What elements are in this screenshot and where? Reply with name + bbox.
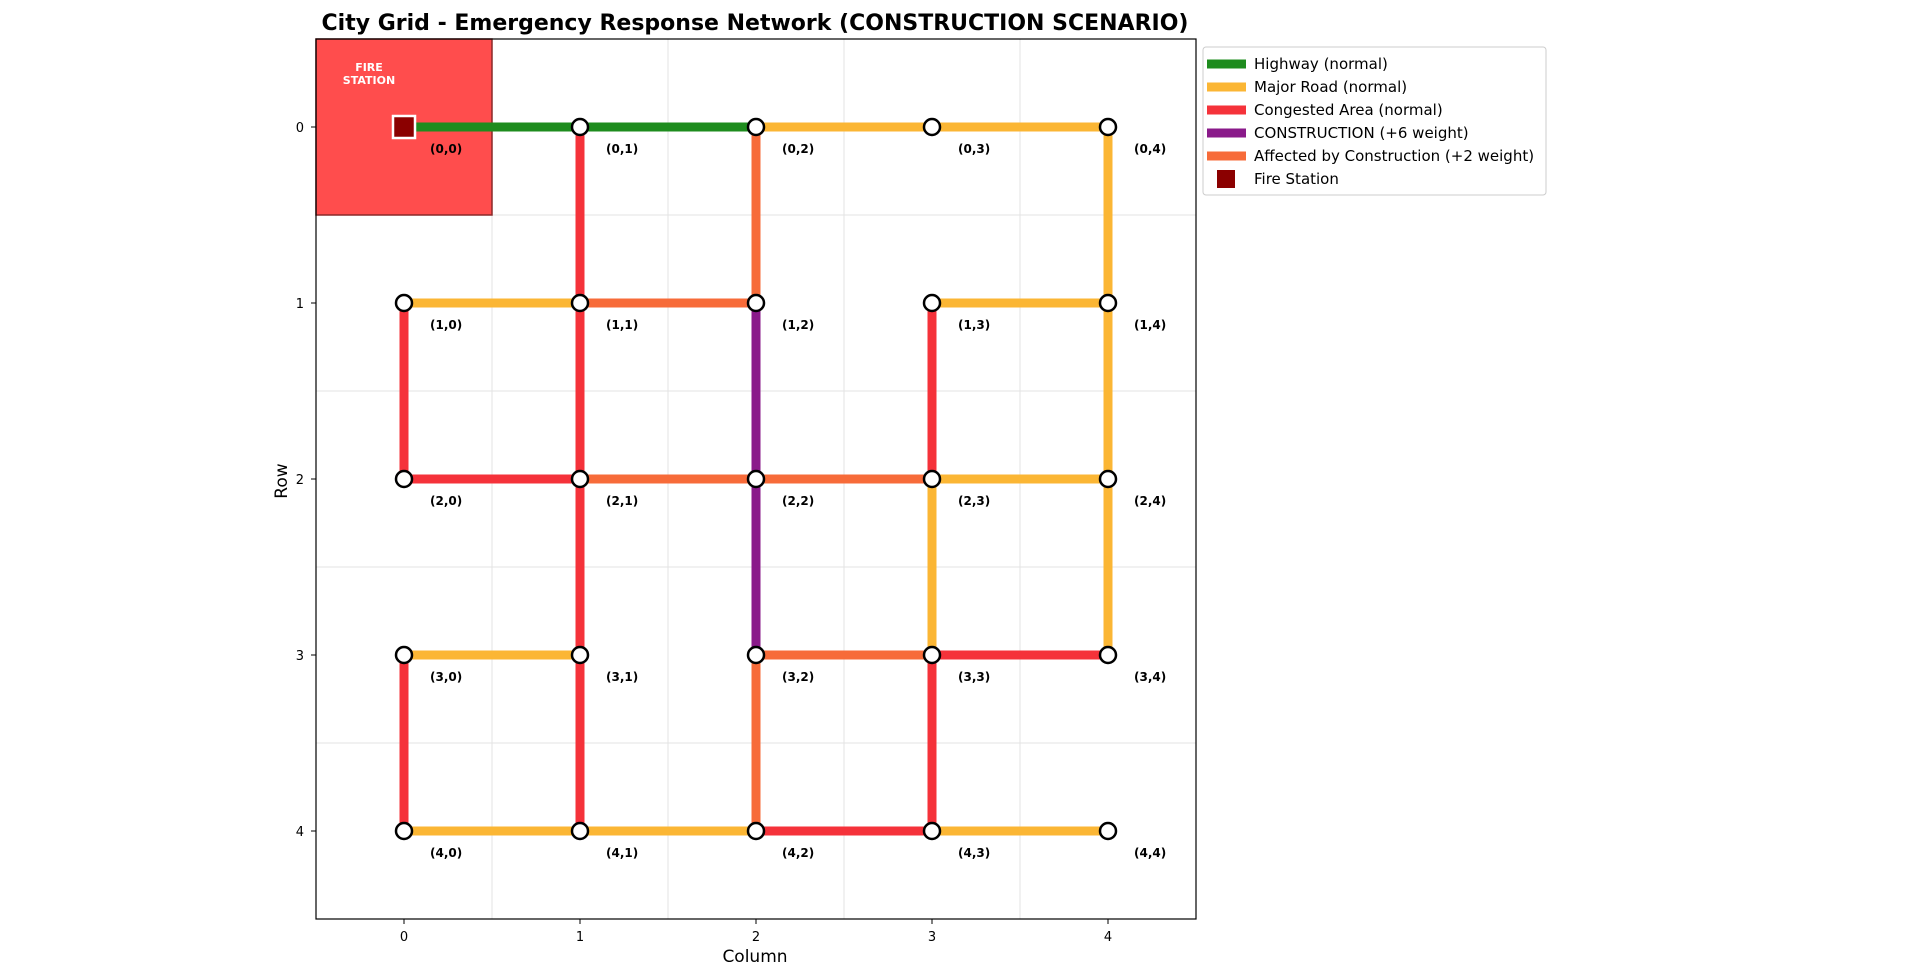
intersection-node xyxy=(394,821,414,841)
node-label: (0,3) xyxy=(958,142,990,156)
node-label: (4,3) xyxy=(958,846,990,860)
intersection-node xyxy=(922,117,942,137)
node-label: (2,4) xyxy=(1134,494,1166,508)
x-tick-label: 3 xyxy=(928,930,936,945)
node-label: (3,2) xyxy=(782,670,814,684)
intersection-node xyxy=(922,469,942,489)
fire-station-marker xyxy=(391,114,417,140)
node-label: (2,0) xyxy=(430,494,462,508)
node-labels: (0,0) (0,1) (0,2) (0,3) (0,4) (1,0) (1,1) (1,2)… xyxy=(430,142,1166,860)
node-label: (1,0) xyxy=(430,318,462,332)
node-label: (0,4) xyxy=(1134,142,1166,156)
intersection-node xyxy=(746,821,766,841)
legend-entry-station: Fire Station xyxy=(1254,170,1339,188)
x-tick-label: 2 xyxy=(752,930,760,945)
y-tick-label: 2 xyxy=(296,473,304,488)
y-tick-label: 4 xyxy=(296,825,304,840)
node-label: (3,3) xyxy=(958,670,990,684)
intersection-node xyxy=(746,117,766,137)
node-label: (1,1) xyxy=(606,318,638,332)
intersection-node xyxy=(570,645,590,665)
y-tick-label: 0 xyxy=(296,121,304,136)
intersection-node xyxy=(570,821,590,841)
node-label: (4,1) xyxy=(606,846,638,860)
road-edges xyxy=(399,122,1113,836)
node-label: (1,3) xyxy=(958,318,990,332)
x-axis-ticks: 0 1 2 3 4 xyxy=(400,919,1112,945)
node-label: (0,2) xyxy=(782,142,814,156)
intersection-node xyxy=(1098,469,1118,489)
node-label: (3,1) xyxy=(606,670,638,684)
node-label: (0,0) xyxy=(430,142,462,156)
node-label: (2,1) xyxy=(606,494,638,508)
intersection-node xyxy=(1098,821,1118,841)
legend-entry-congested: Congested Area (normal) xyxy=(1254,101,1443,119)
legend-swatch-station xyxy=(1217,170,1235,188)
intersection-node xyxy=(570,293,590,313)
intersection-node xyxy=(922,293,942,313)
legend-entry-affected: Affected by Construction (+2 weight) xyxy=(1254,147,1534,165)
intersection-node xyxy=(922,645,942,665)
node-label: (3,0) xyxy=(430,670,462,684)
node-label: (4,0) xyxy=(430,846,462,860)
y-tick-label: 3 xyxy=(296,649,304,664)
intersection-node xyxy=(746,293,766,313)
legend-entry-major: Major Road (normal) xyxy=(1254,78,1407,96)
x-tick-label: 4 xyxy=(1104,930,1112,945)
x-tick-label: 0 xyxy=(400,930,408,945)
y-axis-ticks: 0 1 2 3 4 xyxy=(296,121,316,840)
node-label: (4,2) xyxy=(782,846,814,860)
node-label: (4,4) xyxy=(1134,846,1166,860)
intersection-node xyxy=(570,117,590,137)
legend: Highway (normal) Major Road (normal) Conge… xyxy=(1202,46,1547,196)
node-label: (1,2) xyxy=(782,318,814,332)
fire-station-label-line1: FIRE xyxy=(355,61,383,74)
intersection-node xyxy=(922,821,942,841)
x-axis-label: Column xyxy=(722,947,787,967)
node-label: (1,4) xyxy=(1134,318,1166,332)
y-axis-label: Row xyxy=(272,463,292,498)
legend-entry-highway: Highway (normal) xyxy=(1254,55,1388,73)
x-tick-label: 1 xyxy=(576,930,584,945)
node-label: (2,3) xyxy=(958,494,990,508)
intersection-nodes xyxy=(391,114,1118,841)
node-label: (3,4) xyxy=(1134,670,1166,684)
intersection-node xyxy=(746,469,766,489)
intersection-node xyxy=(394,293,414,313)
legend-box xyxy=(1202,46,1547,196)
intersection-node xyxy=(746,645,766,665)
node-label: (2,2) xyxy=(782,494,814,508)
intersection-node xyxy=(570,469,590,489)
chart-title: City Grid - Emergency Response Network (… xyxy=(322,11,1189,36)
node-label: (0,1) xyxy=(606,142,638,156)
y-tick-label: 1 xyxy=(296,297,304,312)
intersection-node xyxy=(1098,645,1118,665)
intersection-node xyxy=(1098,117,1118,137)
intersection-node xyxy=(394,645,414,665)
intersection-node xyxy=(394,469,414,489)
intersection-node xyxy=(1098,293,1118,313)
fire-station-label-line2: STATION xyxy=(343,74,395,87)
legend-entry-construction: CONSTRUCTION (+6 weight) xyxy=(1254,124,1469,142)
